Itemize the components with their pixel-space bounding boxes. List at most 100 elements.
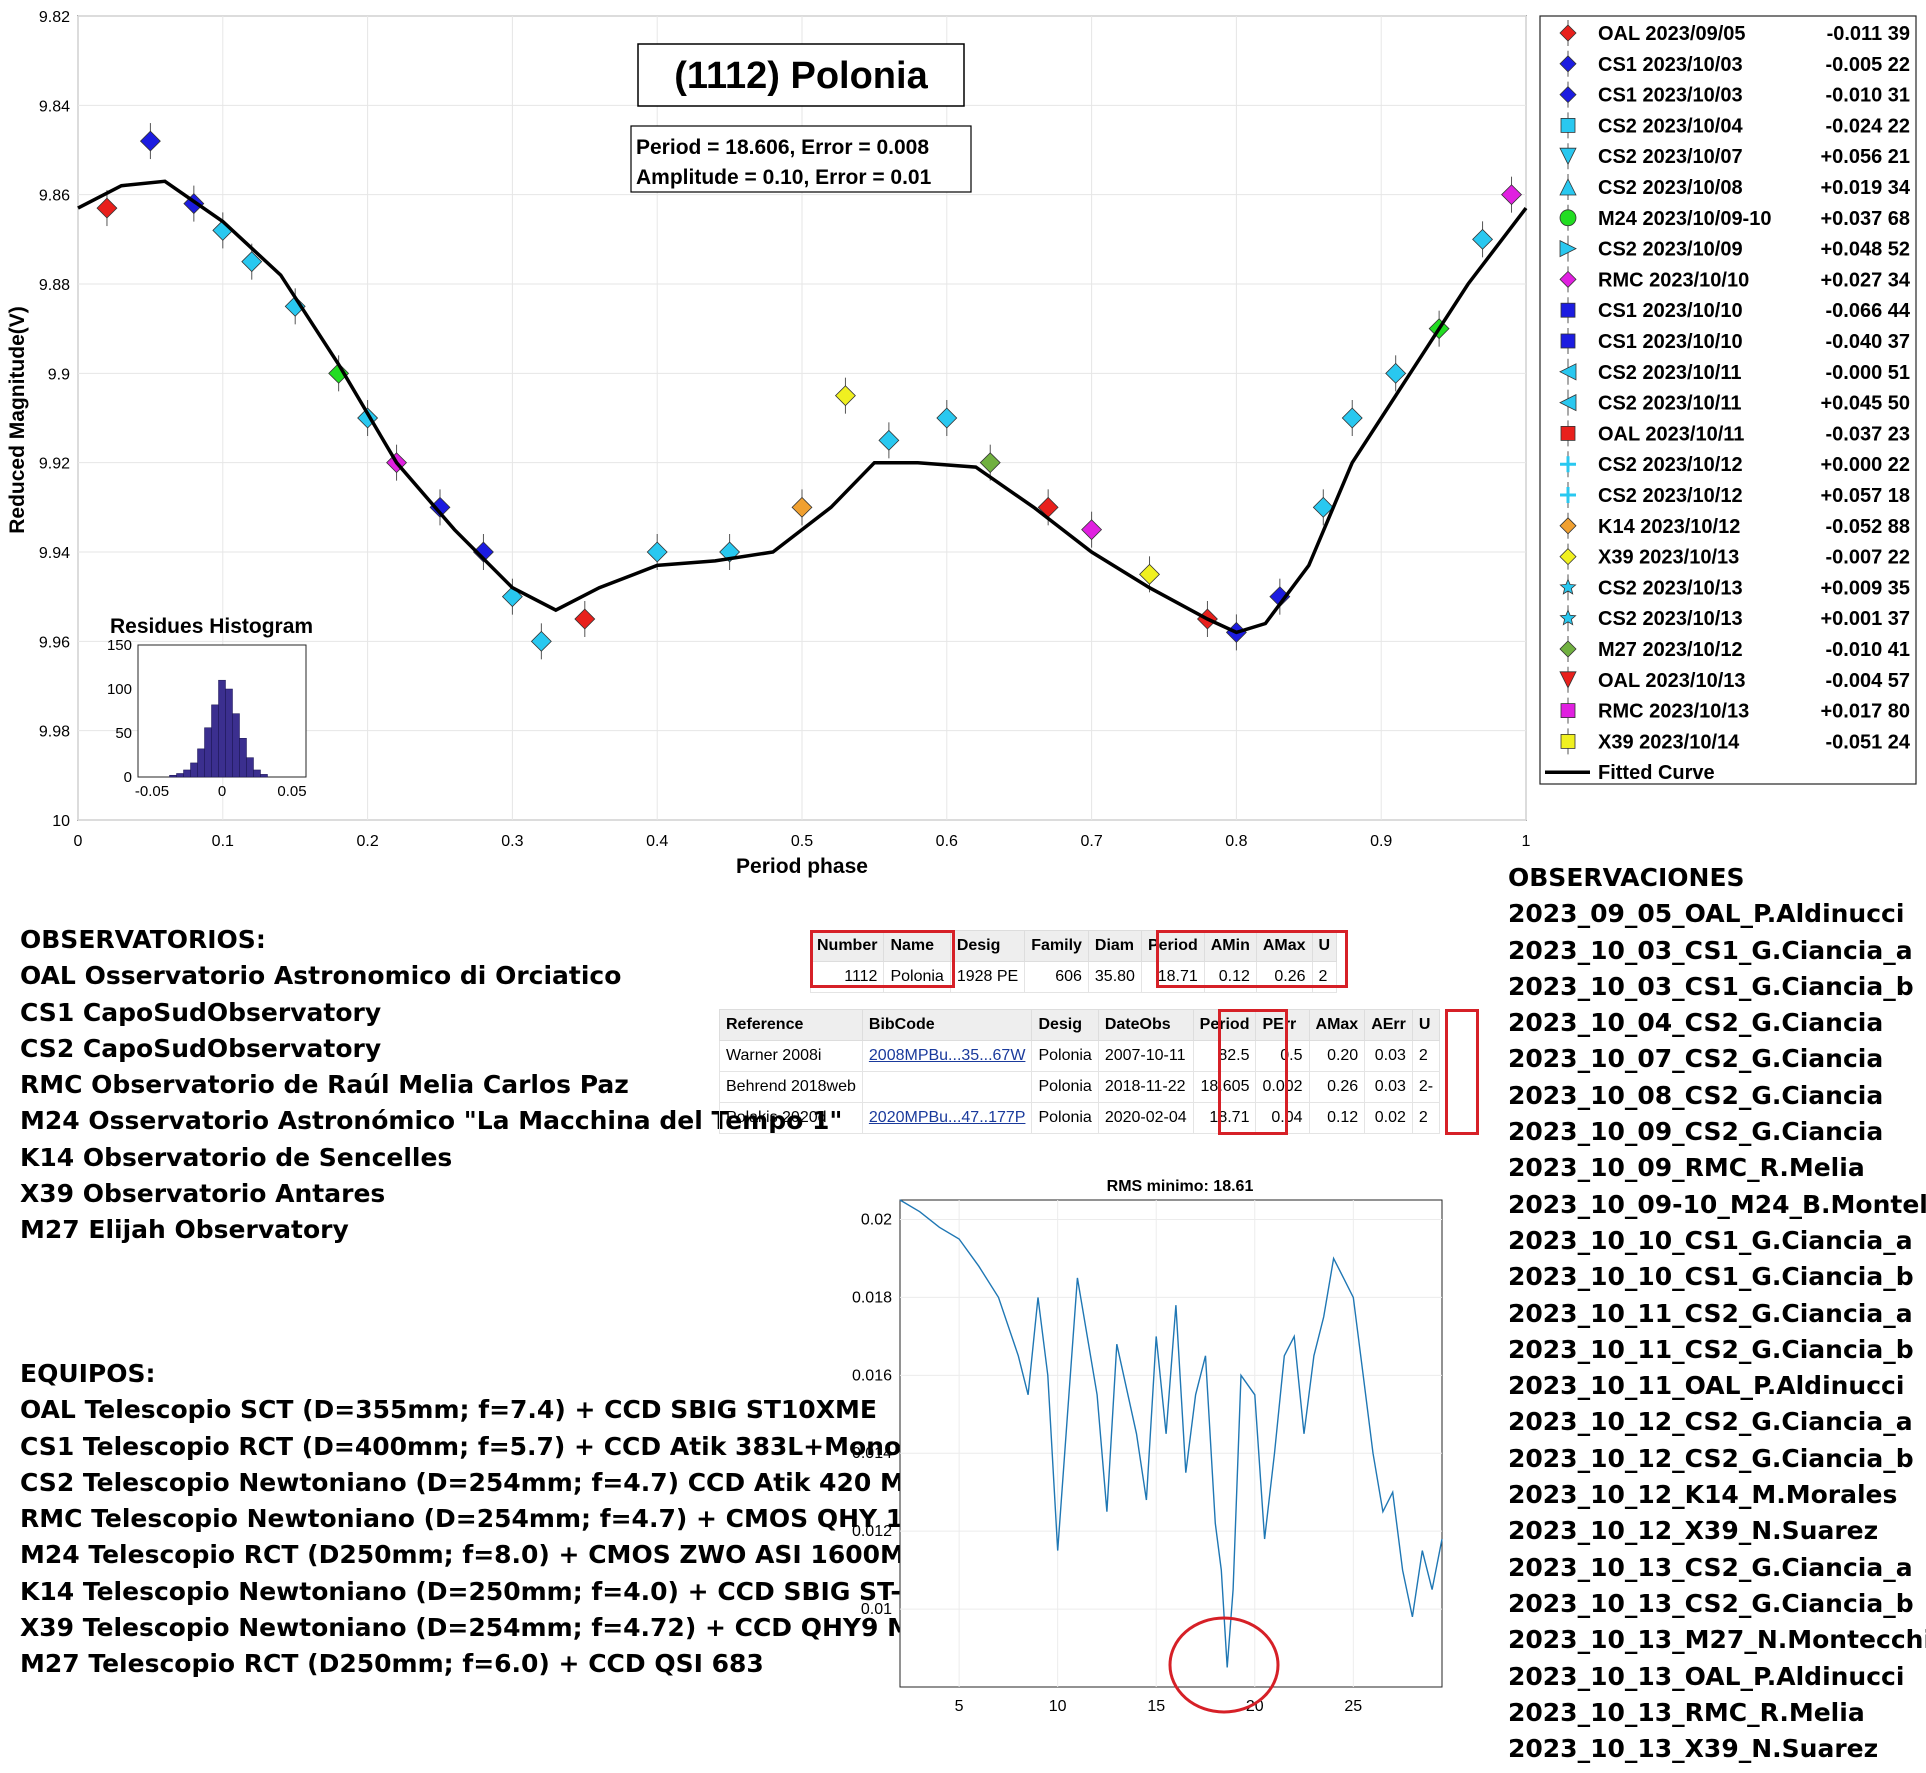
legend-label: OAL 2023/10/13 <box>1598 670 1746 692</box>
equipment-item: M27 Telescopio RCT (D250mm; f=6.0) + CCD… <box>20 1649 764 1679</box>
rms-plot-area <box>899 1199 1443 1688</box>
column-header: DateObs <box>1097 1009 1194 1041</box>
table-cell: 0.002 <box>1255 1071 1310 1103</box>
observation-item: 2023_10_09_RMC_R.Melia <box>1508 1153 1865 1183</box>
equipment-item: CS1 Telescopio RCT (D=400mm; f=5.7) + CC… <box>20 1431 902 1461</box>
bibcode-link[interactable]: 2008MPBu...35...67W <box>868 1047 1026 1064</box>
legend-entry: CS2 2023/10/04 -0.024 22 <box>1560 112 1910 139</box>
legend-marker <box>1559 209 1577 227</box>
legend-offset: -0.037 23 <box>1825 423 1910 445</box>
data-point <box>646 541 668 563</box>
highlight-period-amin-amax <box>1156 930 1348 988</box>
equipment-heading: EQUIPOS: <box>20 1359 156 1388</box>
rms-y-tick: 0.02 <box>861 1211 892 1228</box>
legend-offset: -0.040 37 <box>1825 331 1910 353</box>
highlight-ref-period <box>1218 1009 1288 1135</box>
legend-marker <box>1560 456 1576 473</box>
observatory-item: M27 Elijah Observatory <box>20 1215 349 1245</box>
legend-label: M27 2023/10/12 <box>1598 639 1743 661</box>
observation-item: 2023_10_13_M27_N.Montecchiari <box>1508 1625 1926 1655</box>
histogram-y-tick: 150 <box>107 637 132 654</box>
rms-x-tick: 15 <box>1147 1698 1165 1715</box>
column-header: AMax <box>1308 1009 1366 1041</box>
table-cell: 82.5 <box>1192 1040 1257 1072</box>
legend-entry: CS2 2023/10/12 +0.057 18 <box>1560 482 1910 508</box>
histogram-x-tick: -0.05 <box>135 783 169 800</box>
legend-entry: CS1 2023/10/10 -0.040 37 <box>1560 328 1910 354</box>
data-point <box>936 407 958 429</box>
x-axis-label: Period phase <box>736 855 868 878</box>
table-cell: 0.5 <box>1255 1040 1310 1072</box>
column-header: AErr <box>1364 1009 1413 1041</box>
column-header: Family <box>1024 930 1089 962</box>
table-row: Behrend 2018web Polonia 2018-11-22 18.60… <box>719 1071 1441 1103</box>
column-header: AMax <box>1255 930 1313 962</box>
data-point <box>1472 228 1494 250</box>
legend-marker <box>1559 147 1577 166</box>
observation-item: 2023_10_12_X39_N.Suarez <box>1508 1516 1879 1546</box>
column-header: Reference <box>719 1009 863 1041</box>
observation-item: 2023_10_10_CS1_G.Ciancia_b <box>1508 1262 1914 1292</box>
histogram-y-tick: 50 <box>115 725 132 742</box>
table-cell: 35.80 <box>1087 961 1142 993</box>
data-point <box>328 362 350 384</box>
histogram-bar <box>260 774 268 778</box>
table-cell <box>861 1071 1033 1103</box>
data-point <box>139 130 161 152</box>
x-tick-label: 0 <box>74 833 83 850</box>
legend-label: CS1 2023/10/03 <box>1598 85 1743 107</box>
rms-line <box>899 1199 1443 1668</box>
rms-x-tick: 25 <box>1344 1698 1362 1715</box>
y-tick-label: 9.84 <box>39 98 70 115</box>
observatory-item: RMC Observatorio de Raúl Melia Carlos Pa… <box>20 1070 629 1100</box>
legend-marker <box>1560 302 1576 318</box>
legend-label: CS1 2023/10/10 <box>1598 331 1743 353</box>
data-point <box>1501 184 1522 206</box>
rms-y-tick: 0.012 <box>852 1523 892 1540</box>
legend-entry: OAL 2023/10/13 -0.004 57 <box>1559 666 1910 693</box>
legend-offset: -0.051 24 <box>1825 731 1910 753</box>
column-header: U <box>1411 1009 1441 1041</box>
legend-entry: CS2 2023/10/13 +0.001 37 <box>1559 605 1910 632</box>
legend-label: CS2 2023/10/09 <box>1598 239 1743 261</box>
data-point <box>1341 407 1363 429</box>
y-tick-label: 9.9 <box>48 366 70 383</box>
legend-label: OAL 2023/09/05 <box>1598 23 1746 45</box>
observation-item: 2023_10_13_X39_N.Suarez <box>1508 1734 1879 1764</box>
legend-label: CS2 2023/10/08 <box>1598 177 1743 199</box>
rms-x-tick: 5 <box>955 1698 964 1715</box>
legend-entry: CS2 2023/10/12 +0.000 22 <box>1560 451 1910 478</box>
y-tick-label: 9.96 <box>39 634 70 651</box>
legend-offset: -0.007 22 <box>1825 547 1910 569</box>
y-tick-label: 9.98 <box>39 724 70 741</box>
column-header: Diam <box>1087 930 1142 962</box>
legend-offset: -0.004 57 <box>1825 670 1910 692</box>
legend-label: CS2 2023/10/07 <box>1598 146 1743 168</box>
observatories-list: OBSERVATORIOS: OAL Osservatorio Astronom… <box>20 922 842 1249</box>
legend-marker <box>1560 703 1576 718</box>
bibcode-link[interactable]: 2020MPBu...47..177P <box>868 1109 1026 1126</box>
chart-title: (1112) Polonia <box>674 55 928 97</box>
x-tick-label: 0.3 <box>501 833 523 850</box>
legend-offset: +0.057 18 <box>1820 485 1910 507</box>
observation-item: 2023_10_09-10_M24_B.Monteleone <box>1508 1189 1926 1219</box>
data-points <box>96 123 1522 660</box>
minimum-highlight-circle <box>1168 1616 1280 1714</box>
legend-marker <box>1559 24 1577 42</box>
legend-label: RMC 2023/10/13 <box>1598 701 1749 723</box>
legend-marker <box>1559 609 1577 626</box>
data-point <box>1312 496 1334 518</box>
observation-item: 2023_10_12_CS2_G.Ciancia_b <box>1508 1443 1914 1473</box>
legend-entry: CS1 2023/10/10 -0.066 44 <box>1560 297 1911 324</box>
legend-label: CS2 2023/10/11 <box>1598 393 1741 415</box>
legend-label: CS2 2023/10/13 <box>1598 577 1743 599</box>
histogram-title: Residues Histogram <box>110 615 313 638</box>
x-tick-label: 0.5 <box>791 833 813 850</box>
legend-entry: CS2 2023/10/11 +0.045 50 <box>1559 389 1910 416</box>
legend-offset: +0.027 34 <box>1820 269 1910 291</box>
highlight-ref-u <box>1445 1009 1479 1135</box>
column-header: AMin <box>1203 930 1257 962</box>
x-tick-label: 1 <box>1522 833 1531 850</box>
observations-list: OBSERVACIONES 2023_09_05_OAL_P.Aldinucci… <box>1508 860 1926 1767</box>
